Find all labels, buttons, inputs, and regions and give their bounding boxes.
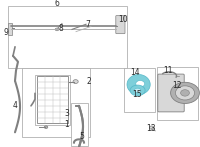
Text: 10: 10 <box>118 15 128 24</box>
Text: 7: 7 <box>86 20 90 30</box>
Text: 14: 14 <box>130 67 140 77</box>
Text: 15: 15 <box>132 90 142 99</box>
Polygon shape <box>127 75 150 95</box>
Text: 6: 6 <box>55 0 59 8</box>
FancyBboxPatch shape <box>116 16 125 34</box>
FancyBboxPatch shape <box>157 67 198 120</box>
Text: 9: 9 <box>4 28 8 37</box>
Text: 8: 8 <box>59 24 63 33</box>
Circle shape <box>44 126 48 128</box>
Circle shape <box>55 28 59 31</box>
Text: 1: 1 <box>65 120 69 129</box>
Circle shape <box>171 82 199 103</box>
FancyBboxPatch shape <box>71 103 88 146</box>
Text: 13: 13 <box>146 124 156 133</box>
Text: 4: 4 <box>13 101 17 110</box>
Circle shape <box>149 126 154 129</box>
Text: 12: 12 <box>172 81 182 91</box>
FancyBboxPatch shape <box>158 74 184 112</box>
Polygon shape <box>136 81 145 87</box>
Text: 3: 3 <box>65 109 69 118</box>
Ellipse shape <box>134 88 141 93</box>
Circle shape <box>175 86 195 100</box>
Text: 2: 2 <box>87 77 91 86</box>
FancyBboxPatch shape <box>124 68 155 112</box>
Circle shape <box>73 80 78 83</box>
FancyBboxPatch shape <box>22 68 90 137</box>
Text: 11: 11 <box>163 66 173 75</box>
Circle shape <box>181 90 189 96</box>
FancyBboxPatch shape <box>8 23 12 35</box>
Text: 5: 5 <box>80 132 84 141</box>
FancyBboxPatch shape <box>8 6 127 68</box>
FancyBboxPatch shape <box>35 75 70 125</box>
Ellipse shape <box>130 85 145 96</box>
